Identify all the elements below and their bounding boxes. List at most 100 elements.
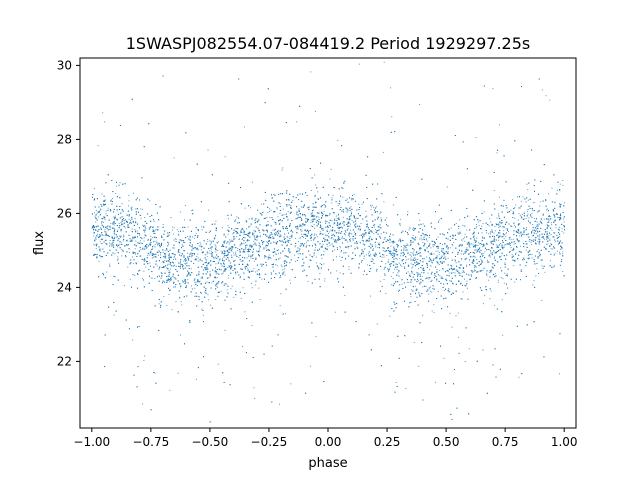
data-point [152,248,154,250]
data-point [94,240,96,242]
data-point [143,240,145,242]
data-point [110,243,112,245]
data-point [395,382,397,384]
data-point [419,249,421,251]
data-point [317,191,319,193]
data-point [398,270,400,272]
data-point [244,237,246,239]
data-point [172,226,174,228]
data-point [128,215,130,217]
data-point [421,239,423,241]
data-point [209,240,211,242]
data-point [259,263,261,265]
data-point [200,292,202,294]
data-point [548,237,550,239]
data-point [506,232,508,234]
data-point [144,230,146,232]
data-point [540,201,542,203]
data-point [244,311,246,313]
data-point [501,299,503,301]
data-point [296,213,298,215]
data-point [435,250,437,252]
data-point [174,238,176,240]
chart-title: 1SWASPJ082554.07-084419.2 Period 1929297… [126,34,531,53]
data-point [476,237,478,239]
data-point [350,206,352,208]
data-point [370,206,372,208]
data-point [410,252,412,253]
data-point [236,216,238,218]
data-point [286,236,288,238]
data-point [130,240,132,242]
data-point [324,206,326,208]
data-point [369,240,371,242]
data-point [94,228,96,230]
data-point [537,241,539,242]
data-point [405,249,407,251]
data-point [385,292,387,294]
data-point [412,266,414,268]
data-point [370,209,372,211]
data-point [543,218,545,220]
data-point [228,252,230,254]
data-point [140,208,142,210]
data-point [476,251,478,253]
data-point [209,271,211,273]
data-point [431,291,433,293]
data-point [562,218,564,220]
data-point [233,296,235,298]
data-point [373,253,375,255]
data-point [208,299,210,301]
data-point [400,255,402,257]
data-point [193,279,195,281]
data-point [236,232,238,234]
data-point [113,238,115,240]
data-point [562,253,564,255]
data-point [248,218,250,220]
data-point [112,198,114,200]
data-point [332,234,334,236]
data-point [258,229,260,231]
data-point [248,239,250,241]
data-point [304,242,306,244]
data-point [339,272,341,274]
data-point [479,256,481,258]
data-point [305,235,307,237]
data-point [537,231,539,233]
data-point [131,222,133,224]
data-point [513,265,515,267]
data-point [523,218,525,220]
data-point [279,212,281,214]
data-point [490,221,492,223]
data-point [284,274,286,276]
data-point [135,220,137,222]
data-point [229,251,231,253]
data-point [190,246,192,248]
data-point [326,221,328,223]
data-point [239,277,241,279]
data-point [175,265,177,267]
data-point [400,246,402,248]
data-point [484,295,486,297]
data-point [530,215,532,217]
data-point [169,268,171,270]
data-point [259,299,261,301]
data-point [558,229,560,231]
data-point [479,247,481,249]
data-point [179,286,181,288]
data-point [100,209,102,211]
data-point [439,275,441,277]
data-point [200,243,202,245]
data-point [409,245,411,247]
data-point [542,215,544,217]
data-point [96,225,98,227]
data-point [455,222,457,224]
data-point [142,247,144,249]
data-point [282,208,284,210]
data-point [95,244,97,246]
data-point [173,227,175,229]
data-point [507,228,509,230]
data-point [230,288,232,290]
data-point [149,244,151,246]
data-point [189,235,191,237]
